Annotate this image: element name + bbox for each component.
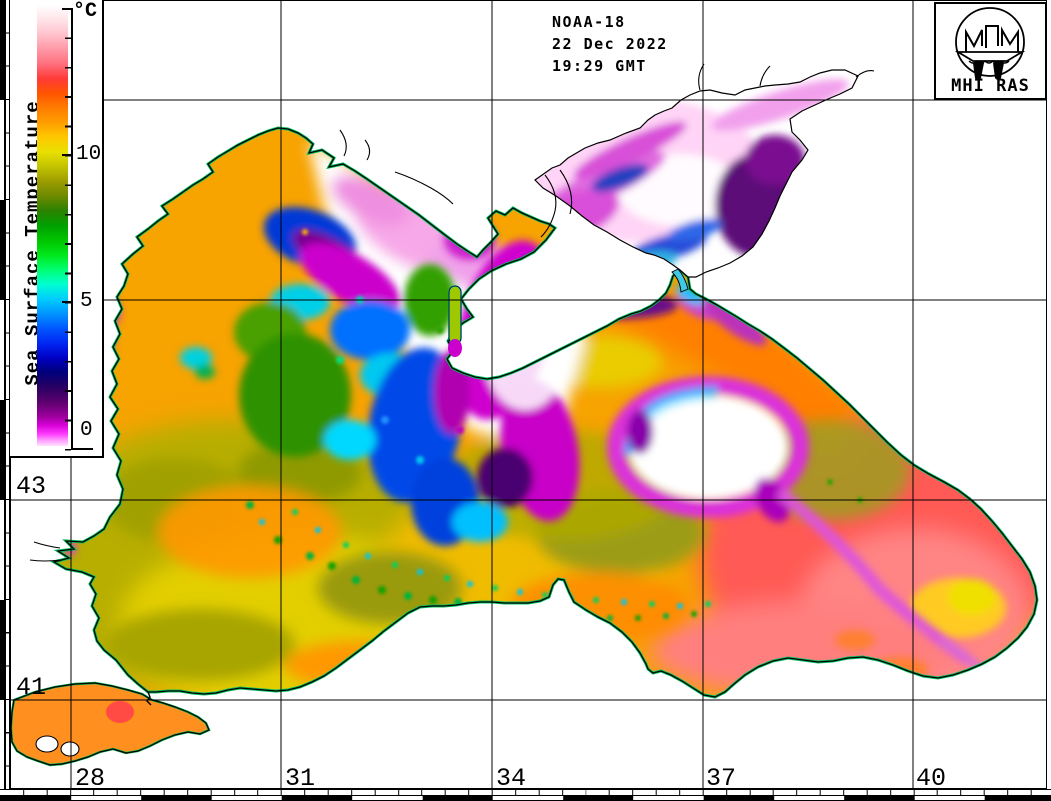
- satellite-name: NOAA-18: [552, 13, 626, 31]
- bottom-tick-border: [0, 789, 1051, 801]
- colorbar-panel: Sea Surface Temperature 10 5 0 °C: [10, 0, 104, 458]
- acquisition-date: 22 Dec 2022: [552, 35, 668, 53]
- colorbar-gradient: [37, 5, 68, 446]
- mhi-ras-logo: MHI RAS: [934, 2, 1047, 100]
- colorbar-axis: [71, 8, 73, 450]
- colorbar-label-0: 0: [80, 419, 93, 442]
- estuary-lines: [29, 63, 875, 562]
- colorbar-minor-ticks: [65, 8, 71, 452]
- colorbar-tick-10: [62, 154, 71, 156]
- logo-label: MHI RAS: [951, 76, 1030, 96]
- bottom-degree-ticks: [0, 796, 1051, 801]
- acquisition-info: NOAA-18 22 Dec 2022 19:29 GMT: [552, 11, 668, 77]
- donuzlav-liman: [448, 285, 462, 357]
- left-minute-ticks: [5, 0, 10, 789]
- colorbar-tick-5: [62, 301, 71, 303]
- acquisition-time: 19:29 GMT: [552, 57, 647, 75]
- colorbar-label-5: 5: [80, 290, 93, 313]
- left-tick-border: [0, 0, 10, 789]
- mhi-ras-emblem: [954, 7, 1026, 80]
- lat-label-43: 43: [16, 472, 46, 501]
- colorbar-tick-top: [62, 8, 71, 10]
- bosphorus-strait: [146, 691, 152, 706]
- bottom-minute-ticks: [0, 789, 1051, 796]
- kerch-strait: [671, 268, 689, 293]
- colorbar-unit-celsius: °C: [73, 0, 98, 23]
- colorbar-label-10: 10: [76, 143, 102, 166]
- left-degree-ticks: [0, 0, 5, 789]
- lat-label-41: 41: [16, 673, 46, 702]
- colorbar-tick-0: [71, 448, 93, 450]
- sea-of-marmara: [9, 681, 211, 767]
